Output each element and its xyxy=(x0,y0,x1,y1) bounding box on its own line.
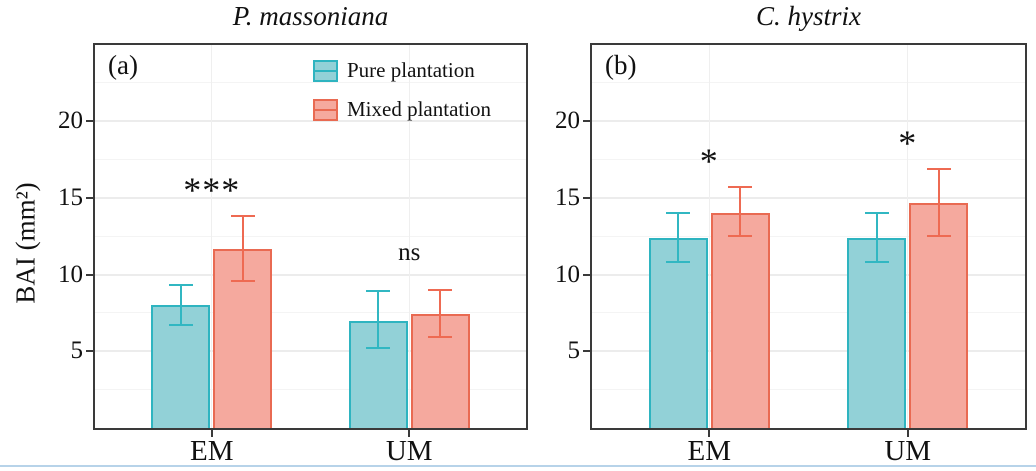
error-bar-cap xyxy=(728,235,753,238)
error-bar-cap xyxy=(666,212,691,215)
significance-label-um-a: ns xyxy=(398,238,421,266)
bar-pure-um-b xyxy=(847,237,907,428)
bar-pure-em-b xyxy=(648,237,708,428)
error-bar-cap xyxy=(230,279,255,282)
y-tick-15-a xyxy=(86,196,93,199)
gridline-vertical-um xyxy=(408,45,410,428)
y-tick-20-a xyxy=(86,120,93,123)
gridline-vertical-em xyxy=(211,45,213,428)
gridline-minor xyxy=(592,312,1025,314)
gridline-minor xyxy=(592,389,1025,391)
x-tick-um-b xyxy=(906,430,909,437)
error-bar-cap xyxy=(428,288,453,291)
legend-item-pure: Pure plantation xyxy=(313,58,475,83)
x-tick-label-um-a: UM xyxy=(385,435,433,467)
error-bar-cap xyxy=(926,167,951,170)
error-bar-cap xyxy=(366,290,391,293)
x-tick-em-a xyxy=(210,430,213,437)
bar-mixed-em-b xyxy=(710,213,770,428)
gridline-major xyxy=(592,196,1025,199)
y-tick-5-b xyxy=(583,350,590,353)
gridline-vertical-em xyxy=(708,45,710,428)
gridline-major xyxy=(95,350,526,353)
legend-swatch-mixed xyxy=(313,98,338,121)
significance-label-um-b: * xyxy=(898,122,918,163)
bar-mixed-um-a xyxy=(410,314,470,428)
plot-area-b: * * (b) xyxy=(590,43,1027,430)
error-bar-line xyxy=(739,187,742,237)
significance-label-em-b: * xyxy=(699,141,719,182)
y-tick-label-15-b: 15 xyxy=(555,183,580,211)
y-tick-label-20-a: 20 xyxy=(58,107,83,135)
significance-label-em-a: *** xyxy=(183,170,241,211)
panel-title-a: P. massoniana xyxy=(232,1,389,31)
y-tick-10-a xyxy=(86,273,93,276)
error-bar-cap xyxy=(366,347,391,350)
legend-swatch-midline xyxy=(315,69,336,72)
gridline-minor xyxy=(95,312,526,314)
gridline-major xyxy=(592,350,1025,353)
y-tick-20-b xyxy=(583,120,590,123)
error-bar-line xyxy=(439,289,442,338)
panel-title-b: C. hystrix xyxy=(756,1,861,31)
error-bar-cap xyxy=(728,186,753,189)
error-bar-cap xyxy=(864,212,889,215)
y-tick-label-10-b: 10 xyxy=(555,260,580,288)
gridline-minor xyxy=(95,159,526,161)
legend: Pure plantation Mixed plantation xyxy=(313,58,513,128)
error-bar-cap xyxy=(864,261,889,264)
gridline-major xyxy=(592,120,1025,123)
plot-area-a: *** ns (a) Pure plantation Mixed plantation xyxy=(93,43,528,430)
y-axis-label: BAI (mm²) xyxy=(10,182,41,304)
gridline-major xyxy=(95,120,526,123)
y-tick-5-a xyxy=(86,350,93,353)
gridline-major xyxy=(592,273,1025,276)
error-bar-cap xyxy=(230,215,255,218)
error-bar-line xyxy=(937,168,940,237)
legend-swatch-pure xyxy=(313,59,338,82)
legend-item-mixed: Mixed plantation xyxy=(313,97,491,122)
y-tick-label-5-a: 5 xyxy=(70,337,84,365)
error-bar-line xyxy=(875,213,878,263)
error-bar-cap xyxy=(666,261,691,264)
legend-label-mixed: Mixed plantation xyxy=(347,97,492,121)
bottom-rule xyxy=(0,465,1036,467)
panel-letter-a: (a) xyxy=(108,50,138,80)
x-tick-em-b xyxy=(708,430,711,437)
error-bar-cap xyxy=(428,336,453,339)
gridline-major xyxy=(95,196,526,199)
error-bar-cap xyxy=(926,235,951,238)
gridline-minor xyxy=(592,159,1025,161)
x-tick-label-um-b: UM xyxy=(884,435,932,467)
y-tick-15-b xyxy=(583,196,590,199)
y-tick-label-10-a: 10 xyxy=(58,260,83,288)
legend-label-pure: Pure plantation xyxy=(347,58,475,82)
y-tick-label-5-b: 5 xyxy=(567,337,581,365)
gridline-minor xyxy=(592,235,1025,237)
error-bar-line xyxy=(677,213,680,263)
x-tick-label-em-b: EM xyxy=(687,435,732,467)
error-bar-cap xyxy=(168,284,193,287)
gridline-minor xyxy=(592,82,1025,84)
x-tick-label-em-a: EM xyxy=(190,435,234,467)
panel-letter-b: (b) xyxy=(605,50,637,80)
gridline-vertical-um xyxy=(907,45,909,428)
error-bar-line xyxy=(179,285,182,326)
gridline-minor xyxy=(95,235,526,237)
bar-mixed-um-b xyxy=(909,202,969,428)
gridline-major xyxy=(95,273,526,276)
y-tick-10-b xyxy=(583,273,590,276)
error-bar-line xyxy=(241,216,244,281)
y-tick-label-20-b: 20 xyxy=(555,107,580,135)
gridline-minor xyxy=(95,82,526,84)
bar-pure-em-a xyxy=(151,305,211,428)
error-bar-cap xyxy=(168,324,193,327)
gridline-minor xyxy=(95,389,526,391)
y-tick-label-15-a: 15 xyxy=(58,183,83,211)
x-tick-um-a xyxy=(408,430,411,437)
error-bar-line xyxy=(377,291,380,349)
legend-swatch-midline xyxy=(315,108,336,111)
